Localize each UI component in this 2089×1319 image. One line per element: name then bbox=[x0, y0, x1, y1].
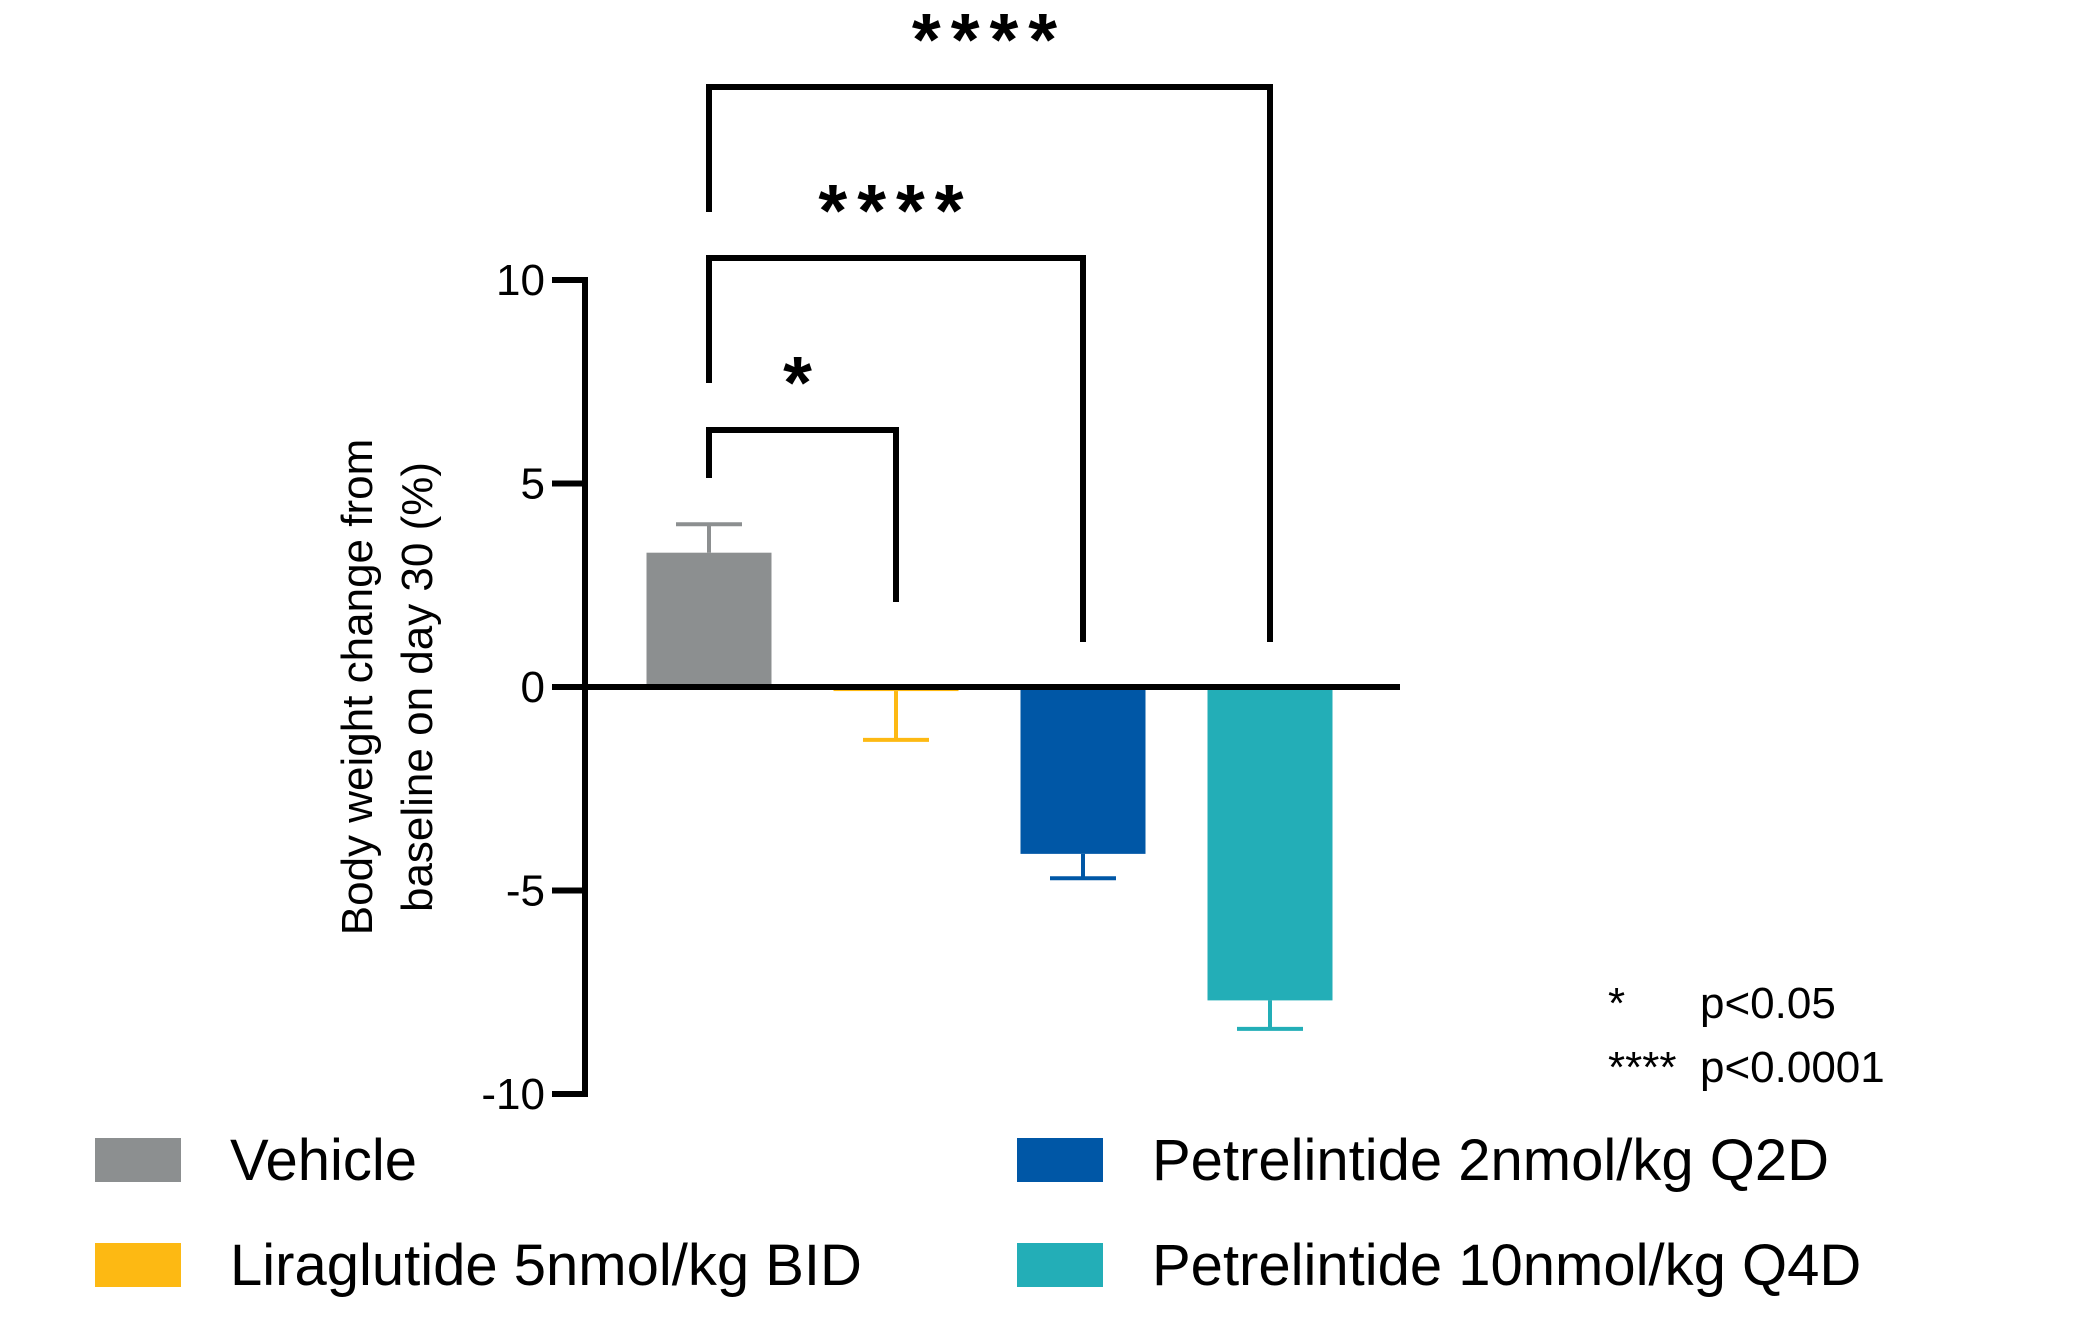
pvalue-text: p<0.0001 bbox=[1700, 1043, 1885, 1092]
error-bars-group bbox=[676, 522, 1303, 1031]
significance-bracket-0 bbox=[706, 427, 899, 602]
pvalue-text: p<0.05 bbox=[1700, 979, 1836, 1028]
bar-2 bbox=[1020, 687, 1146, 854]
legend-label-1: Liraglutide 5nmol/kg BID bbox=[230, 1233, 862, 1298]
bar-3 bbox=[1207, 687, 1333, 1001]
legend-swatch-2 bbox=[1017, 1138, 1103, 1182]
legend-label-3: Petrelintide 10nmol/kg Q4D bbox=[1152, 1233, 1861, 1298]
bars-group bbox=[646, 552, 1333, 1001]
significance-brackets: ********* bbox=[706, 0, 1273, 642]
y-ticks-group: 10 5 0 -5 -10 bbox=[481, 256, 585, 1119]
significance-label-0: * bbox=[783, 341, 822, 424]
bar-0 bbox=[646, 552, 772, 687]
significance-bracket-1 bbox=[706, 255, 1086, 642]
significance-label-2: **** bbox=[912, 0, 1067, 81]
y-tick-label: 5 bbox=[521, 460, 545, 509]
y-tick-label: 0 bbox=[521, 663, 545, 712]
legend-label-2: Petrelintide 2nmol/kg Q2D bbox=[1152, 1128, 1829, 1193]
significance-label-1: **** bbox=[818, 169, 973, 252]
significance-bracket-2 bbox=[706, 84, 1273, 642]
legend-swatch-1 bbox=[95, 1243, 181, 1287]
pvalue-symbol: **** bbox=[1608, 1043, 1677, 1092]
pvalue-symbol: * bbox=[1608, 979, 1625, 1028]
y-tick-label: 10 bbox=[496, 256, 545, 305]
y-axis-label-line1: Body weight change from bbox=[333, 439, 382, 936]
y-tick-label: -10 bbox=[481, 1070, 545, 1119]
y-axis-label-line2: baseline on day 30 (%) bbox=[393, 462, 442, 912]
legend: Vehicle Liraglutide 5nmol/kg BID Petrelint… bbox=[95, 1128, 1861, 1298]
legend-label-0: Vehicle bbox=[230, 1128, 417, 1193]
legend-swatch-3 bbox=[1017, 1243, 1103, 1287]
pvalue-key: * p<0.05 **** p<0.0001 bbox=[1608, 979, 1885, 1092]
y-tick-label: -5 bbox=[506, 867, 545, 916]
legend-swatch-0 bbox=[95, 1138, 181, 1182]
